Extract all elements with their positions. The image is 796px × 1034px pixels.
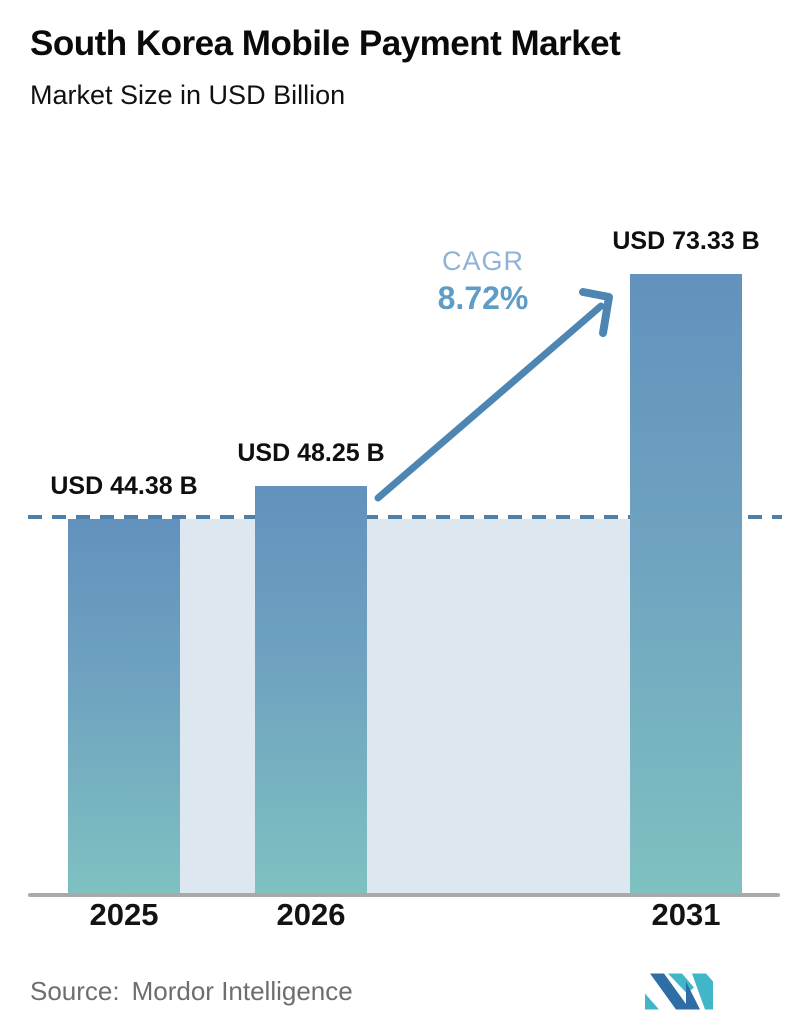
bar-2025 [68, 519, 180, 894]
x-axis-label-2031: 2031 [651, 897, 721, 932]
source-label: Source: [30, 976, 120, 1006]
x-axis-line [28, 893, 780, 897]
cagr-value: 8.72% [437, 280, 529, 316]
source-text: Source: Mordor Intelligence [30, 976, 353, 1007]
page-title: South Korea Mobile Payment Market [30, 24, 621, 63]
source-value: Mordor Intelligence [131, 976, 353, 1006]
bar-value-label-2026: USD 48.25 B [237, 439, 385, 467]
bar-2031 [630, 274, 742, 894]
x-axis-label-2025: 2025 [89, 897, 159, 932]
reference-band [68, 519, 742, 894]
cagr-annotation: CAGR 8.72% [438, 246, 529, 317]
page-subtitle: Market Size in USD Billion [30, 80, 346, 110]
x-axis-label-2026: 2026 [276, 897, 346, 932]
bar-2026 [255, 486, 367, 894]
mordor-intelligence-logo [645, 973, 713, 1010]
bar-value-label-2031: USD 73.33 B [612, 227, 760, 255]
bar-value-label-2025: USD 44.38 B [50, 472, 198, 500]
cagr-label: CAGR [441, 246, 525, 276]
